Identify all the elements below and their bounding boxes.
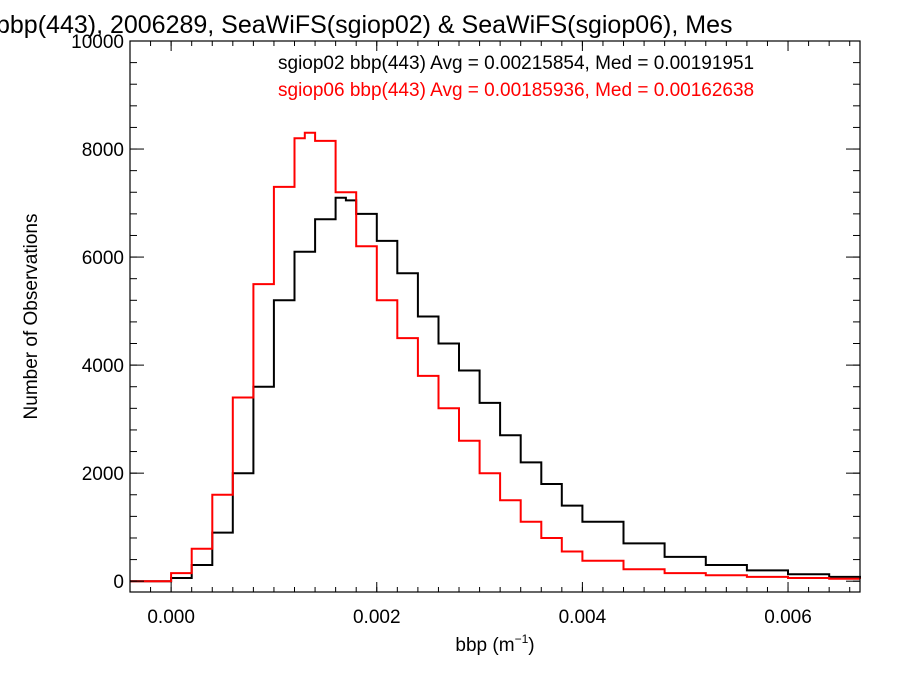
chart-title: bbp(443), 2006289, SeaWiFS(sgiop02) & Se… <box>0 11 732 39</box>
y-tick-label: 6000 <box>82 248 124 269</box>
legend: sgiop02 bbp(443) Avg = 0.00215854, Med =… <box>278 53 754 101</box>
x-tick-label: 0.004 <box>559 607 607 628</box>
x-tick-label: 0.002 <box>353 607 401 628</box>
y-tick-label: 4000 <box>82 356 124 377</box>
series-line-sgiop06 <box>130 131 861 583</box>
x-axis-title-close: ) <box>528 635 534 656</box>
x-tick-label: 0.000 <box>147 607 195 628</box>
x-axis-title-superscript: −1 <box>515 632 529 646</box>
x-axis-title: bbp (m−1) <box>455 632 534 656</box>
legend-entry-sgiop06: sgiop06 bbp(443) Avg = 0.00185936, Med =… <box>278 80 754 101</box>
y-tick-label: 10000 <box>71 32 124 53</box>
plot-frame <box>129 40 861 593</box>
axis-tick-labels: 0.000 0.002 0.004 0.006 0 2000 4000 6000 8000 100… <box>71 32 812 628</box>
axis-ticks <box>129 40 860 592</box>
x-axis-title-main: bbp (m <box>455 635 514 656</box>
y-tick-label: 2000 <box>82 464 124 485</box>
y-axis-title: Number of Observations <box>21 214 42 420</box>
series-line-sgiop02 <box>130 196 861 583</box>
y-tick-label: 8000 <box>82 140 124 161</box>
legend-entry-sgiop02: sgiop02 bbp(443) Avg = 0.00215854, Med =… <box>278 53 754 74</box>
y-tick-label: 0 <box>113 572 124 593</box>
plot-series <box>130 131 861 583</box>
x-tick-label: 0.006 <box>764 607 812 628</box>
